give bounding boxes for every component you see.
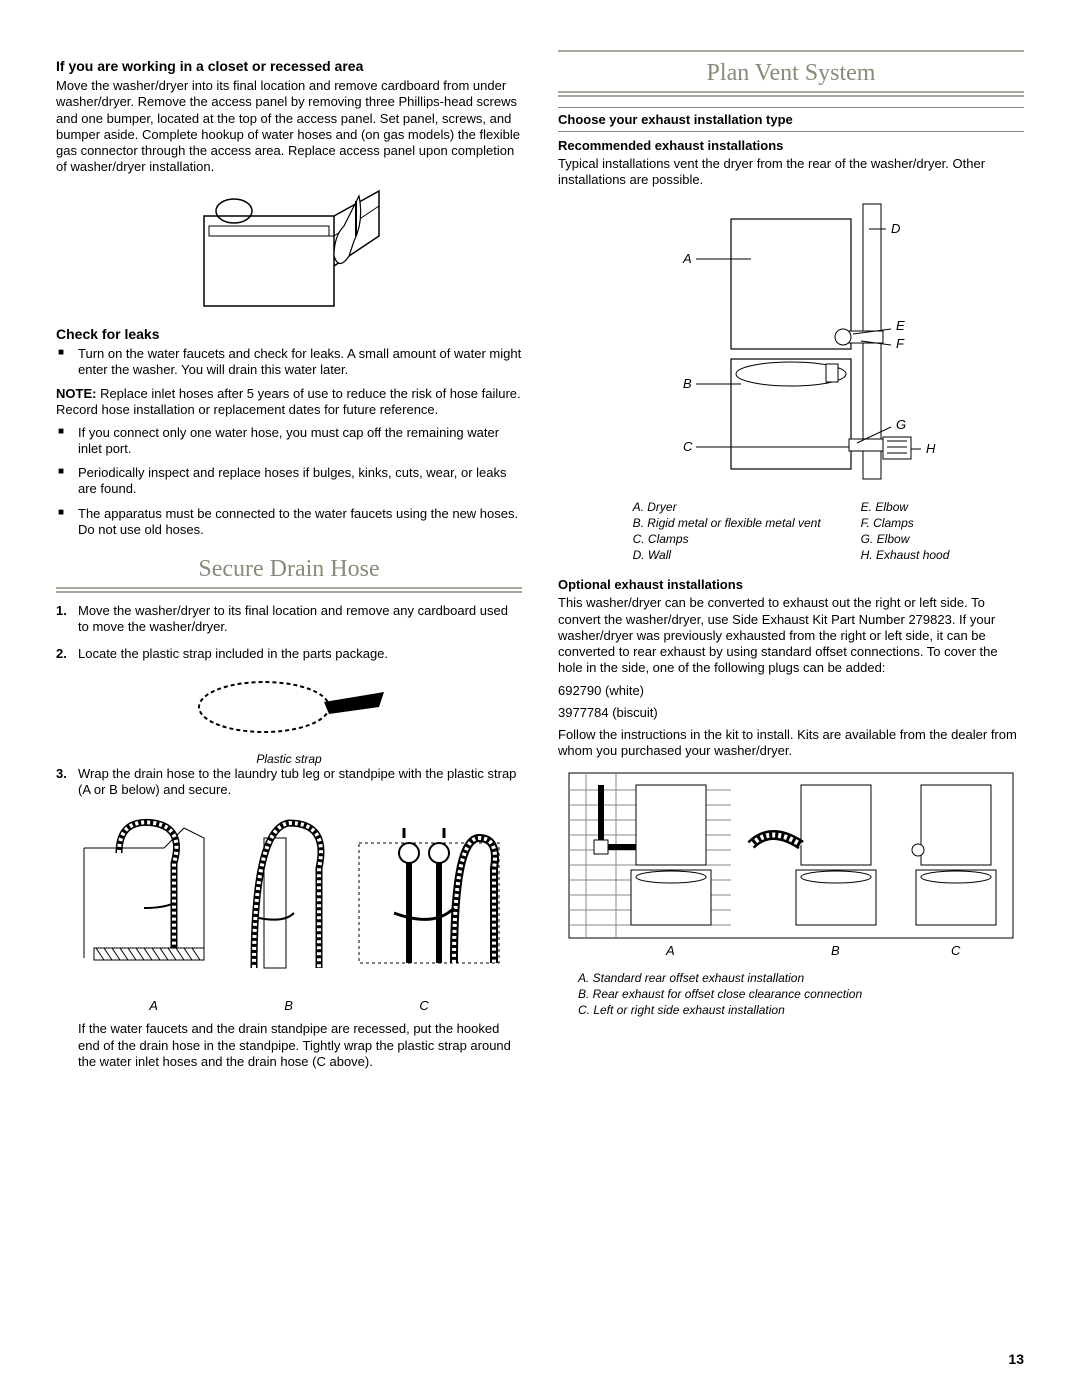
note-rest: Replace inlet hoses after 5 years of use… — [56, 386, 521, 417]
opt-c: C — [951, 943, 961, 958]
secure-step-2: Locate the plastic strap included in the… — [56, 646, 522, 662]
page-number: 13 — [1008, 1351, 1024, 1367]
leaks-item-2: If you connect only one water hose, you … — [56, 425, 522, 458]
secure-steps: Move the washer/dryer to its final locat… — [56, 603, 522, 662]
diag-label-c: C — [683, 439, 693, 454]
leaks-item-4: The apparatus must be connected to the w… — [56, 506, 522, 539]
secure-step-1: Move the washer/dryer to its final locat… — [56, 603, 522, 636]
diag-label-d: D — [891, 221, 900, 236]
hose-figure-row — [56, 808, 522, 988]
legend-f: F. Clamps — [861, 515, 950, 531]
closet-body: Move the washer/dryer into its final loc… — [56, 78, 522, 176]
legend-b: B. Rigid metal or flexible metal vent — [633, 515, 821, 531]
leaks-list-1: Turn on the water faucets and check for … — [56, 346, 522, 379]
secure-steps-3: Wrap the drain hose to the laundry tub l… — [56, 766, 522, 799]
closet-heading: If you are working in a closet or recess… — [56, 58, 522, 74]
legend-h: H. Exhaust hood — [861, 547, 950, 563]
optional-body-2: Follow the instructions in the kit to in… — [558, 727, 1024, 760]
legend-g: G. Elbow — [861, 531, 950, 547]
diag-label-a: A — [682, 251, 692, 266]
secure-tail: If the water faucets and the drain stand… — [56, 1021, 522, 1070]
legend-c: C. Clamps — [633, 531, 821, 547]
opt-plug-2: 3977784 (biscuit) — [558, 705, 1024, 721]
vent-legend: A. Dryer B. Rigid metal or flexible meta… — [558, 499, 1024, 564]
diag-label-b: B — [683, 376, 692, 391]
hose-label-b: B — [284, 998, 293, 1013]
hose-labels: A B C — [56, 998, 522, 1013]
secure-drain-title: Secure Drain Hose — [56, 556, 522, 583]
rule — [558, 95, 1024, 97]
legend-e: E. Elbow — [861, 499, 950, 515]
legend-col-left: A. Dryer B. Rigid metal or flexible meta… — [633, 499, 821, 564]
note-paragraph: NOTE: Replace inlet hoses after 5 years … — [56, 386, 522, 419]
leaks-item-3: Periodically inspect and replace hoses i… — [56, 465, 522, 498]
right-column: Plan Vent System Choose your exhaust ins… — [558, 50, 1024, 1076]
recommended-heading: Recommended exhaust installations — [558, 138, 1024, 153]
choose-exhaust-sub: Choose your exhaust installation type — [558, 107, 1024, 132]
diag-label-e: E — [896, 318, 905, 333]
optional-heading: Optional exhaust installations — [558, 577, 1024, 592]
plan-vent-title: Plan Vent System — [558, 60, 1024, 87]
diag-label-f: F — [896, 336, 905, 351]
leaks-heading: Check for leaks — [56, 326, 522, 342]
legend-a: A. Dryer — [633, 499, 821, 515]
opt-b: B — [831, 943, 840, 958]
leaks-item-1: Turn on the water faucets and check for … — [56, 346, 522, 379]
plastic-strap-figure — [56, 672, 522, 742]
note-label: NOTE: — [56, 386, 96, 401]
legend-col-right: E. Elbow F. Clamps G. Elbow H. Exhaust h… — [861, 499, 950, 564]
opt-legend-c: C. Left or right side exhaust installati… — [558, 1002, 1024, 1018]
left-column: If you are working in a closet or recess… — [56, 50, 522, 1076]
strap-caption: Plastic strap — [56, 752, 522, 766]
opt-legend-a: A. Standard rear offset exhaust installa… — [558, 970, 1024, 986]
recommended-body: Typical installations vent the dryer fro… — [558, 156, 1024, 189]
rule — [558, 50, 1024, 52]
optional-body-1: This washer/dryer can be converted to ex… — [558, 595, 1024, 676]
access-panel-figure — [56, 186, 522, 316]
hose-label-c: C — [419, 998, 428, 1013]
leaks-list-2: If you connect only one water hose, you … — [56, 425, 522, 539]
opt-a: A — [665, 943, 675, 958]
secure-step-3: Wrap the drain hose to the laundry tub l… — [56, 766, 522, 799]
diag-label-h: H — [926, 441, 936, 456]
hose-label-a: A — [149, 998, 158, 1013]
diag-label-g: G — [896, 417, 906, 432]
optional-legend: A. Standard rear offset exhaust installa… — [558, 970, 1024, 1019]
opt-legend-b: B. Rear exhaust for offset close clearan… — [558, 986, 1024, 1002]
vent-diagram: A B C D E F G H — [558, 199, 1024, 489]
rule — [56, 591, 522, 593]
opt-plug-1: 692790 (white) — [558, 683, 1024, 699]
legend-d: D. Wall — [633, 547, 821, 563]
optional-exhaust-figure: A B C — [558, 770, 1024, 960]
